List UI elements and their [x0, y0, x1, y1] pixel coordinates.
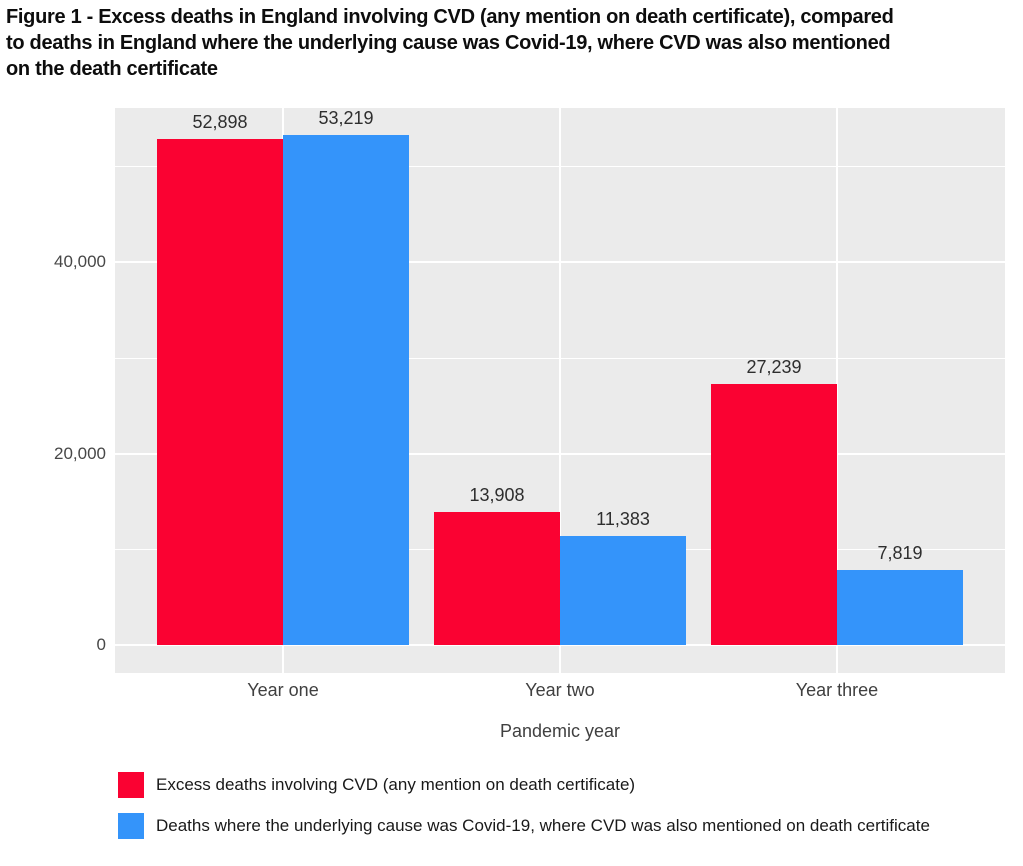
x-axis-title: Pandemic year [499, 721, 621, 741]
y-axis-tick-20000: 20,000 [54, 444, 106, 463]
bar-value-label-excess-cvd-year-two: 13,908 [469, 485, 525, 505]
legend-swatch-blue [118, 813, 144, 839]
legend-item-excess-cvd: Excess deaths involving CVD (any mention… [118, 772, 1018, 798]
plot-area: 52,898 13,908 27,239 53,219 11,383 7,819 [115, 108, 1005, 673]
bar-value-label-covid-underlying-year-three: 7,819 [877, 543, 923, 563]
legend-label-excess-cvd: Excess deaths involving CVD (any mention… [156, 775, 636, 794]
bar-covid-underlying-year-one [283, 135, 409, 645]
bar-covid-underlying-year-three [837, 570, 963, 645]
figure-title: Figure 1 - Excess deaths in England invo… [6, 4, 894, 82]
legend-label-covid-underlying: Deaths where the underlying cause was Co… [156, 816, 930, 835]
figure-title-line-1: Figure 1 - Excess deaths in England invo… [6, 6, 894, 28]
gridline-major-40000 [115, 261, 1005, 263]
legend-swatch-red [118, 772, 144, 798]
gridline-vertical-year-three [836, 108, 838, 673]
gridline-major-0 [115, 644, 1005, 646]
gridline-minor-30000 [115, 358, 1005, 359]
x-axis-tick-year-two: Year two [525, 680, 595, 700]
bar-value-label-covid-underlying-year-two: 11,383 [596, 509, 650, 529]
y-axis-tick-0: 0 [96, 635, 106, 654]
x-axis-tick-year-one: Year one [247, 680, 319, 700]
gridline-vertical-year-two [559, 108, 561, 673]
gridline-major-20000 [115, 453, 1005, 455]
legend-item-covid-underlying: Deaths where the underlying cause was Co… [118, 813, 1018, 839]
bar-value-label-excess-cvd-year-three: 27,239 [746, 357, 802, 377]
y-axis-tick-40000: 40,000 [54, 252, 106, 271]
bar-value-label-covid-underlying-year-one: 53,219 [318, 108, 374, 128]
bar-excess-cvd-year-three [711, 384, 837, 645]
figure-title-line-3: on the death certificate [6, 58, 218, 80]
bar-excess-cvd-year-one [157, 139, 283, 645]
bar-excess-cvd-year-two [434, 512, 560, 645]
bar-covid-underlying-year-two [560, 536, 686, 645]
x-axis-tick-year-three: Year three [795, 680, 879, 700]
bar-value-label-excess-cvd-year-one: 52,898 [192, 112, 248, 132]
figure-title-line-2: to deaths in England where the underlyin… [6, 32, 891, 54]
gridline-minor-50000 [115, 166, 1005, 167]
